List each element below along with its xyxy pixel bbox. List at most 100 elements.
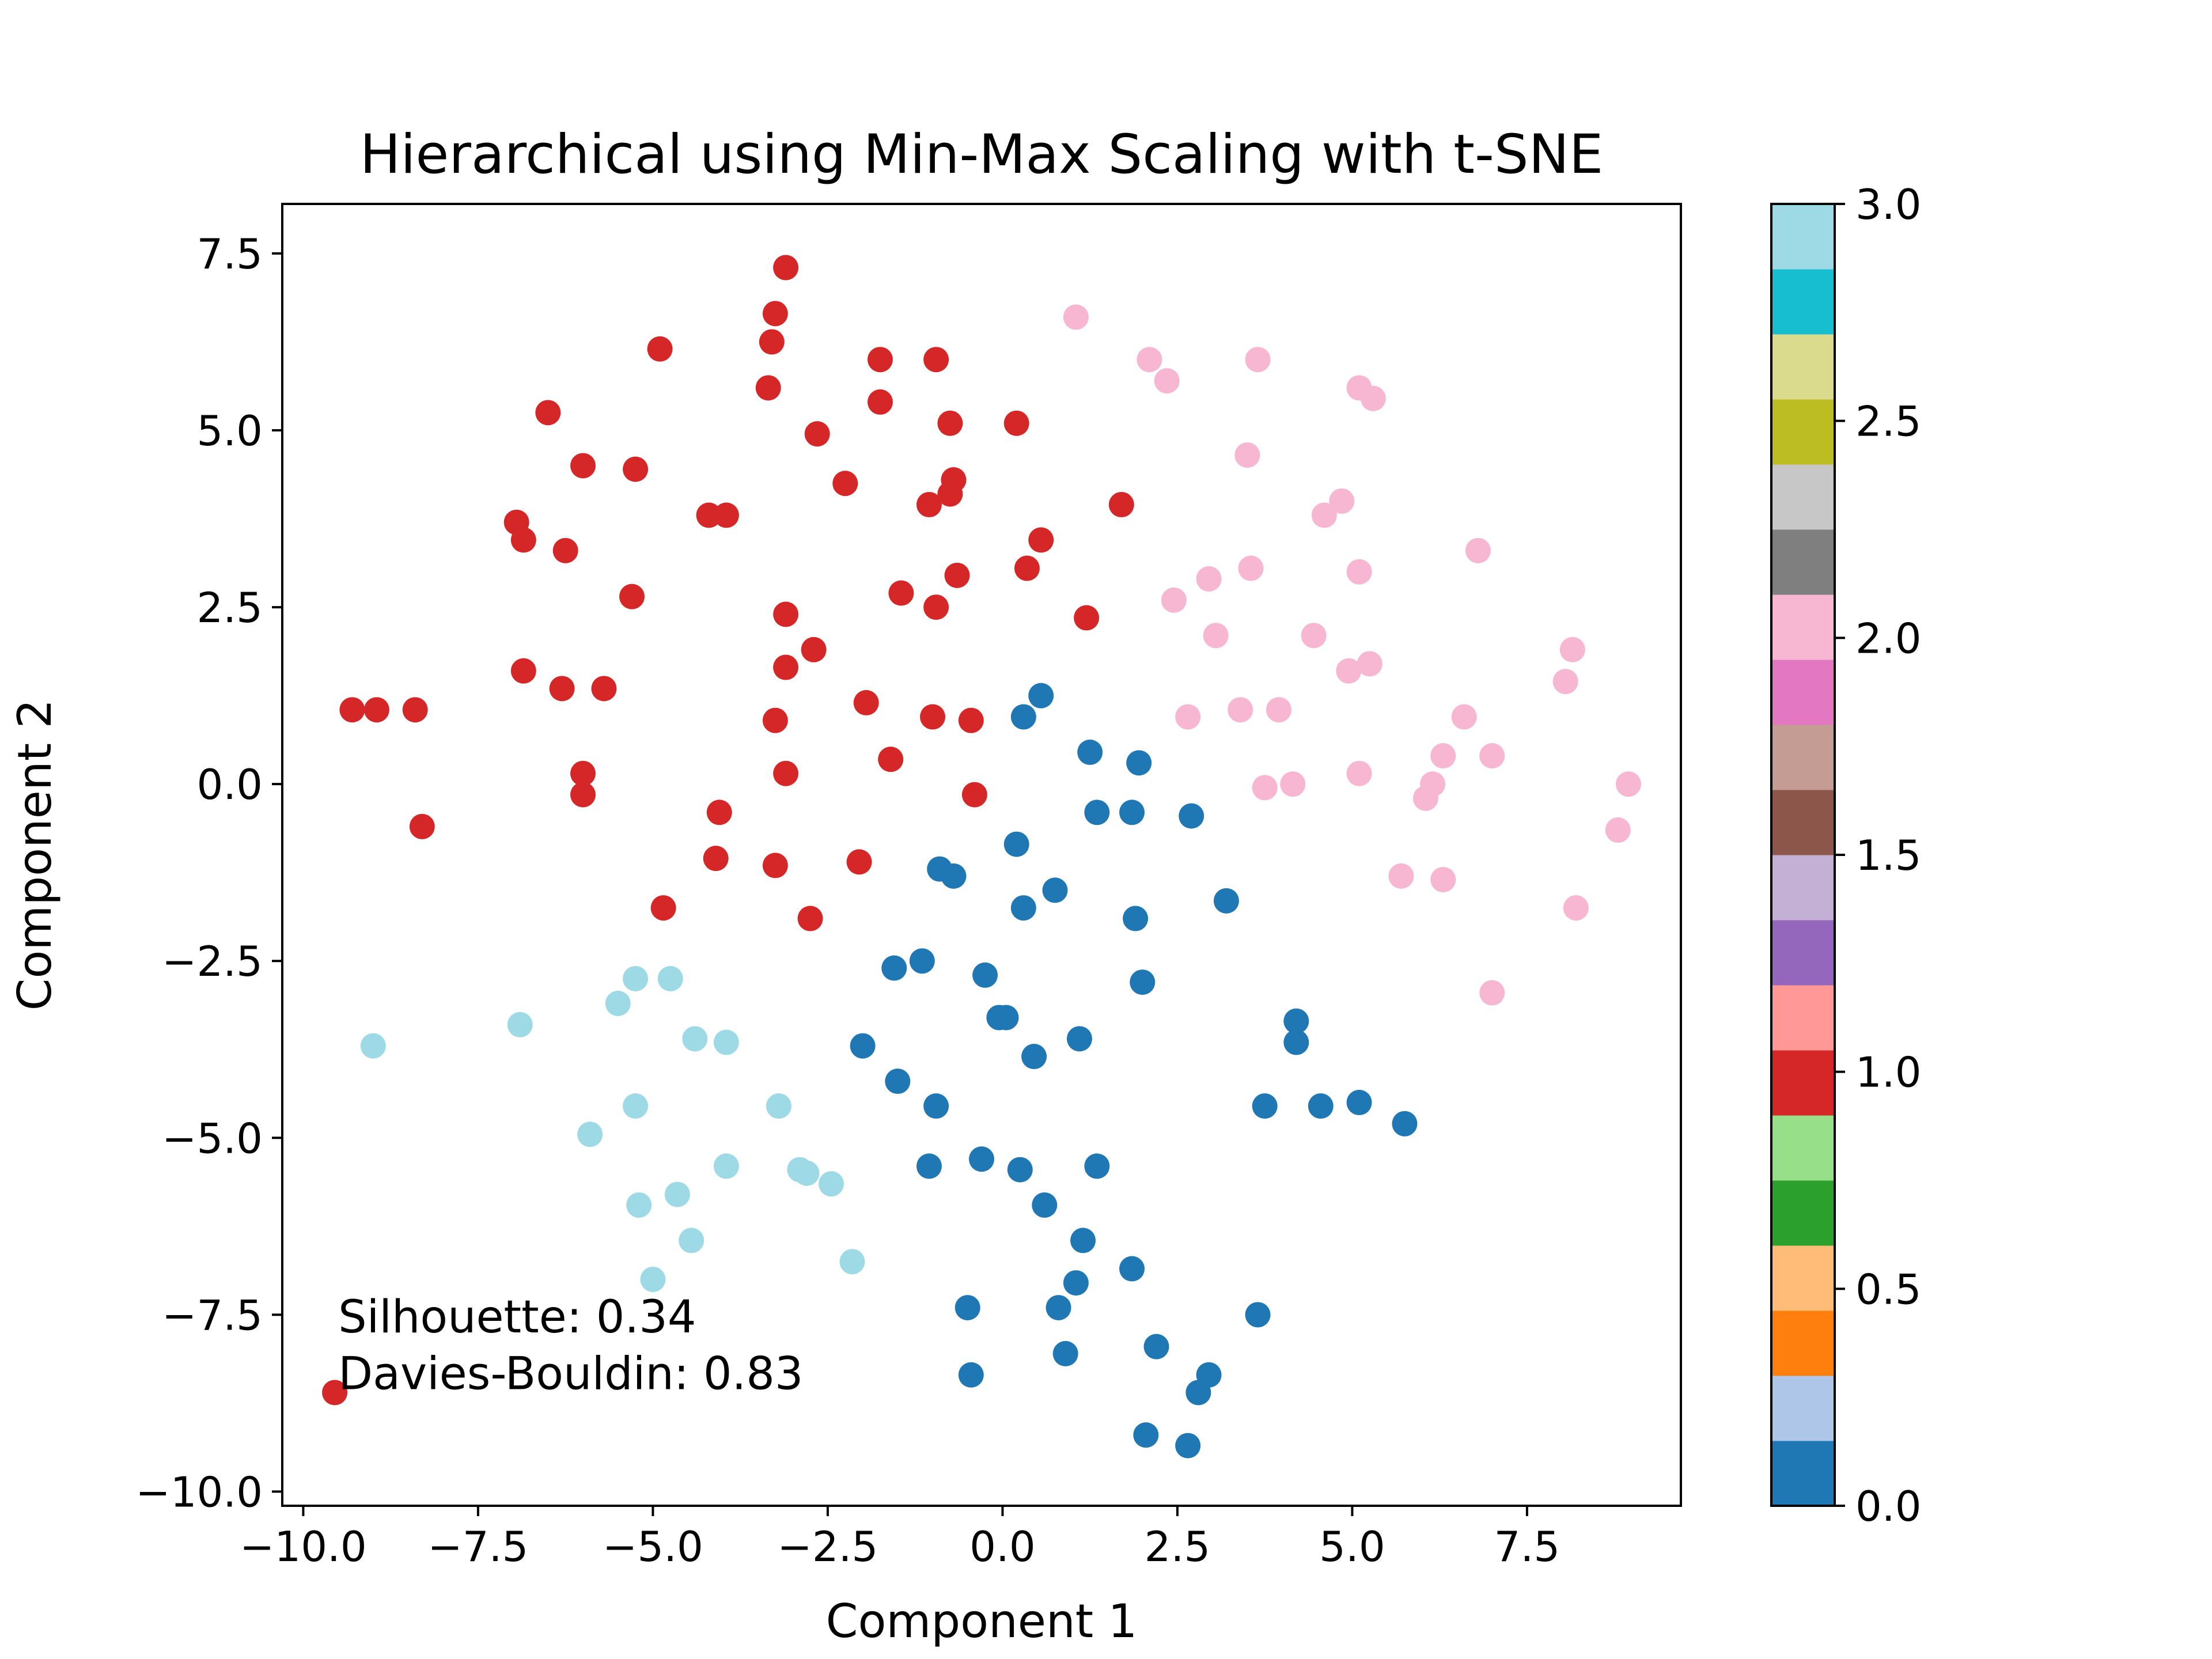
scatter-point-cluster-0 (1063, 1270, 1089, 1296)
x-tick-label: −5.0 (603, 1522, 703, 1571)
scatter-point-cluster-2 (1430, 866, 1456, 892)
y-axis-label: Component 2 (8, 699, 62, 1011)
plot-frame (281, 203, 1682, 1507)
colorbar-segment (1771, 1245, 1835, 1311)
y-tick-label: 0.0 (196, 760, 263, 809)
scatter-point-cluster-3 (664, 1181, 690, 1207)
scatter-point-cluster-1 (759, 329, 785, 355)
colorbar: 0.0 0.5 1.0 1.5 2.0 2.5 3.0 (1770, 180, 1922, 1531)
colorbar-segment (1771, 1180, 1835, 1246)
scatter-point-cluster-0 (916, 1153, 942, 1179)
scatter-points (322, 255, 1641, 1459)
scatter-point-cluster-1 (706, 800, 732, 825)
scatter-point-cluster-3 (682, 1026, 708, 1052)
scatter-point-cluster-0 (1070, 1228, 1096, 1253)
scatter-point-cluster-3 (605, 990, 631, 1016)
scatter-point-cluster-1 (804, 421, 830, 447)
scatter-point-cluster-0 (1046, 1295, 1071, 1321)
scatter-point-cluster-0 (1123, 906, 1149, 931)
scatter-point-cluster-1 (322, 1380, 348, 1406)
scatter-point-cluster-1 (647, 336, 673, 362)
scatter-point-cluster-1 (570, 782, 596, 808)
plot-axes: −10.0 −7.5 −5.0 −2.5 0.0 2.5 5.0 7.5 −10.0 −7.5 −5… (135, 203, 1682, 1571)
scatter-point-cluster-1 (762, 301, 788, 327)
scatter-point-cluster-3 (679, 1228, 704, 1253)
scatter-point-cluster-1 (878, 747, 904, 772)
scatter-point-cluster-2 (1311, 502, 1337, 528)
chart-title: Hierarchical using Min-Max Scaling with … (360, 123, 1604, 186)
scatter-point-cluster-3 (360, 1033, 386, 1059)
scatter-point-cluster-2 (1465, 537, 1491, 563)
scatter-point-cluster-0 (1032, 1192, 1058, 1218)
colorbar-segment (1771, 985, 1835, 1051)
scatter-point-cluster-2 (1175, 704, 1201, 730)
scatter-point-cluster-1 (510, 527, 536, 553)
scatter-point-cluster-0 (923, 1093, 949, 1119)
x-tick-label: 0.0 (969, 1522, 1036, 1571)
colorbar-segment (1771, 204, 1835, 270)
colorbar-tick-label: 0.0 (1855, 1482, 1922, 1531)
scatter-point-cluster-1 (402, 697, 428, 723)
scatter-point-cluster-1 (832, 471, 858, 497)
scatter-point-cluster-1 (867, 389, 893, 415)
scatter-point-cluster-1 (762, 853, 788, 878)
scatter-point-cluster-0 (1252, 1093, 1278, 1119)
scatter-point-cluster-1 (1074, 605, 1100, 631)
scatter-point-cluster-2 (1563, 895, 1589, 921)
scatter-point-cluster-0 (1077, 739, 1103, 765)
scatter-point-cluster-0 (993, 1005, 1019, 1031)
scatter-point-cluster-2 (1559, 637, 1585, 662)
colorbar-segment (1771, 1310, 1835, 1376)
scatter-point-cluster-2 (1063, 304, 1089, 330)
colorbar-segment (1771, 1441, 1835, 1506)
scatter-point-cluster-2 (1615, 771, 1641, 797)
scatter-point-cluster-3 (818, 1171, 844, 1197)
scatter-point-cluster-0 (1346, 1089, 1372, 1115)
scatter-point-cluster-1 (1028, 527, 1054, 553)
scatter-point-cluster-1 (619, 584, 645, 609)
scatter-point-cluster-0 (1119, 800, 1145, 825)
scatter-point-cluster-2 (1245, 347, 1271, 373)
colorbar-segment (1771, 594, 1835, 660)
scatter-point-cluster-0 (881, 955, 907, 981)
colorbar-segment (1771, 1050, 1835, 1116)
scatter-point-cluster-1 (773, 654, 799, 680)
scatter-point-cluster-2 (1605, 817, 1631, 843)
scatter-point-cluster-0 (1084, 1153, 1110, 1179)
scatter-point-cluster-0 (1003, 831, 1029, 857)
scatter-point-cluster-2 (1228, 697, 1253, 723)
scatter-point-cluster-2 (1266, 697, 1291, 723)
scatter-point-cluster-1 (339, 697, 365, 723)
scatter-point-cluster-1 (888, 580, 914, 606)
x-tick-label: 2.5 (1145, 1522, 1211, 1571)
scatter-point-cluster-0 (1028, 683, 1054, 709)
scatter-point-cluster-2 (1252, 775, 1278, 801)
scatter-point-cluster-1 (1003, 410, 1029, 436)
x-tick-label: 5.0 (1319, 1522, 1385, 1571)
y-tick-label: −7.5 (162, 1291, 263, 1339)
scatter-point-cluster-0 (1245, 1302, 1271, 1328)
scatter-point-cluster-0 (1010, 895, 1036, 921)
scatter-point-cluster-0 (1143, 1334, 1169, 1359)
scatter-point-cluster-0 (1010, 704, 1036, 730)
scatter-point-cluster-0 (972, 962, 998, 988)
scatter-point-cluster-2 (1203, 623, 1229, 649)
scatter-point-cluster-1 (773, 760, 799, 786)
scatter-point-cluster-2 (1357, 651, 1382, 677)
scatter-point-cluster-0 (1130, 969, 1156, 995)
scatter-point-cluster-0 (1133, 1422, 1159, 1448)
scatter-point-cluster-1 (409, 813, 435, 839)
scatter-point-cluster-3 (713, 1153, 739, 1179)
colorbar-tick-label: 2.0 (1855, 614, 1922, 662)
scatter-point-cluster-0 (1283, 1008, 1309, 1034)
scatter-point-cluster-1 (1014, 555, 1040, 581)
scatter-point-cluster-0 (958, 1362, 984, 1388)
scatter-point-cluster-3 (794, 1160, 820, 1186)
colorbar-tick-label: 1.5 (1855, 831, 1922, 880)
colorbar-tick-label: 2.5 (1855, 397, 1922, 446)
scatter-point-cluster-3 (839, 1249, 865, 1275)
colorbar-segment (1771, 334, 1835, 400)
scatter-point-cluster-0 (909, 948, 935, 974)
scatter-point-cluster-2 (1388, 863, 1414, 889)
